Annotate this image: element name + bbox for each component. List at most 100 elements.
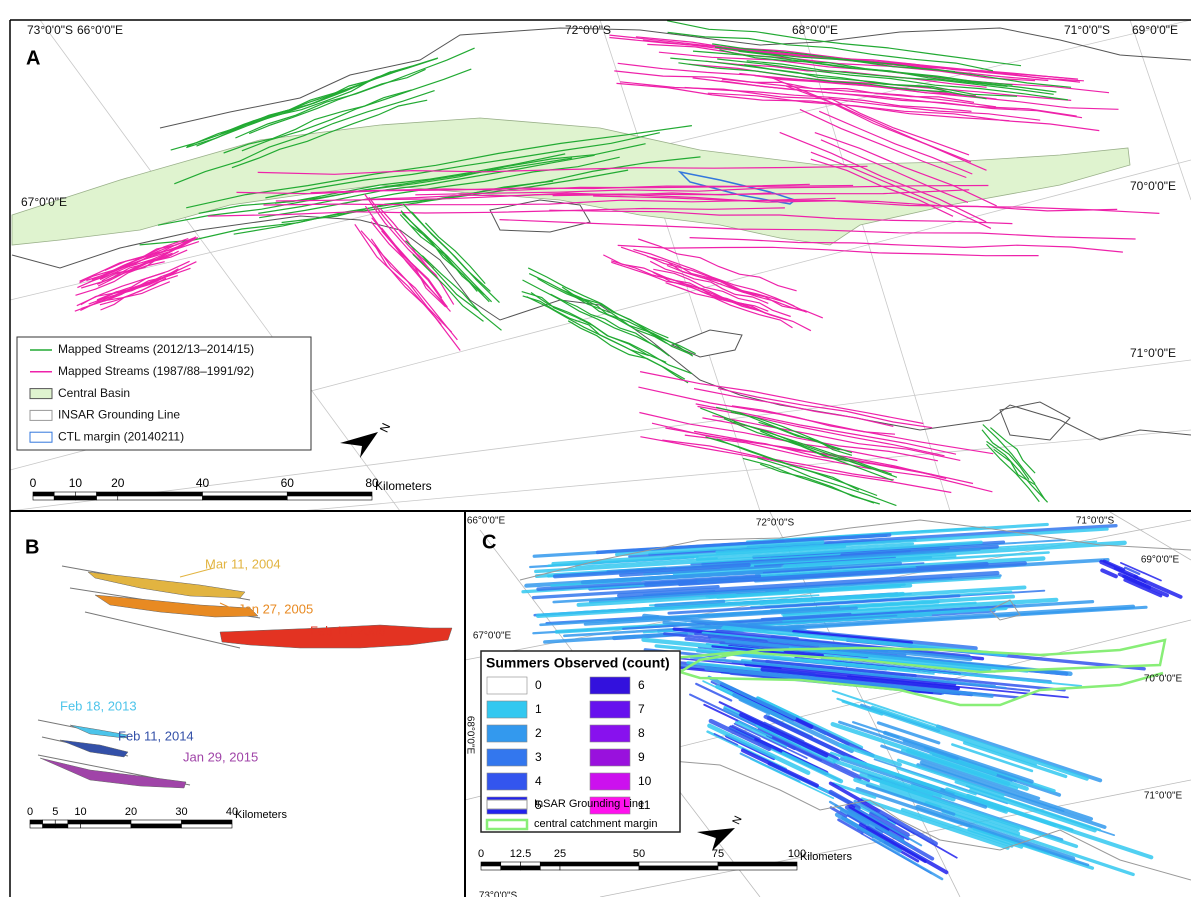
legend-label: 3	[535, 750, 542, 764]
scale-segment	[43, 820, 56, 824]
scale-segment	[55, 824, 68, 828]
scale-segment	[203, 492, 288, 496]
scale-label: 60	[281, 476, 295, 490]
scale-label: 12.5	[510, 848, 531, 860]
scale-segment	[639, 866, 718, 870]
scale-segment	[131, 824, 182, 828]
scale-segment	[182, 820, 233, 824]
scale-segment	[182, 824, 233, 828]
legend-label: INSAR Grounding Line	[58, 408, 180, 422]
scale-unit: Kilometers	[235, 809, 287, 821]
scale-label: 0	[27, 806, 33, 818]
scale-segment	[30, 820, 43, 824]
scale-segment	[43, 824, 56, 828]
coordinate-label: 69°0'0"E	[1141, 555, 1180, 566]
coordinate-label: 72°0'0"S	[565, 23, 611, 37]
scale-segment	[118, 492, 203, 496]
scale-segment	[81, 820, 132, 824]
scale-segment	[55, 820, 68, 824]
scale-segment	[560, 866, 639, 870]
date-label: Feb 11, 2006	[310, 623, 386, 638]
panel-label: A	[26, 47, 40, 69]
scale-segment	[521, 862, 541, 866]
legend-swatch	[30, 410, 52, 420]
legend-label: 4	[535, 774, 542, 788]
legend-swatch	[590, 701, 630, 718]
scale-segment	[501, 862, 521, 866]
scale-segment	[131, 820, 182, 824]
legend-swatch	[590, 677, 630, 694]
scale-segment	[30, 824, 43, 828]
scale-segment	[75, 496, 96, 500]
coordinate-label: 71°0'0"E	[1144, 791, 1183, 802]
date-label: Jan 27, 2005	[238, 601, 313, 616]
legend-swatch	[487, 800, 527, 809]
scale-segment	[81, 824, 132, 828]
coordinate-label: 66°0'0"E	[467, 516, 506, 527]
scale-label: 20	[125, 806, 137, 818]
coordinate-label: 73°0'0"S	[27, 23, 73, 37]
scale-label: 20	[111, 476, 125, 490]
legend-swatch	[590, 749, 630, 766]
scale-label: 25	[554, 848, 566, 860]
scale-label: 40	[196, 476, 210, 490]
coordinate-label: 66°0'0"E	[77, 23, 123, 37]
legend-swatch	[590, 725, 630, 742]
scale-label: 5	[52, 806, 58, 818]
scale-segment	[68, 820, 81, 824]
legend-swatch	[487, 725, 527, 742]
scale-segment	[639, 862, 718, 866]
scale-segment	[33, 492, 54, 496]
scale-segment	[718, 862, 797, 866]
legend-label: 1	[535, 702, 542, 716]
scale-segment	[203, 496, 288, 500]
coordinate-label: 68°0'0"E	[792, 23, 838, 37]
legend-label: 9	[638, 750, 645, 764]
scale-segment	[501, 866, 521, 870]
legend-label: 6	[638, 678, 645, 692]
scale-segment	[97, 492, 118, 496]
legend-label: InSAR Grounding Line	[534, 798, 644, 810]
scale-segment	[540, 862, 560, 866]
date-label: Jan 29, 2015	[183, 749, 258, 764]
legend-swatch	[590, 773, 630, 790]
legend-swatch	[487, 820, 527, 829]
scale-segment	[560, 862, 639, 866]
coordinate-label: 68°0'0"E	[464, 716, 475, 755]
legend-label: Mapped Streams (1987/88–1991/92)	[58, 364, 254, 378]
scale-label: 0	[478, 848, 484, 860]
legend-swatch	[487, 677, 527, 694]
legend-label: Central Basin	[58, 386, 130, 400]
scale-segment	[481, 862, 501, 866]
scale-label: 30	[175, 806, 187, 818]
coordinate-label: 69°0'0"E	[1132, 23, 1178, 37]
coordinate-label: 71°0'0"E	[1130, 346, 1176, 360]
scale-segment	[718, 866, 797, 870]
scale-label: 50	[633, 848, 645, 860]
date-label: Feb 18, 2013	[60, 698, 137, 713]
scale-unit: Kilometers	[800, 851, 852, 863]
legend-label: CTL margin (20140211)	[58, 429, 184, 443]
scale-segment	[481, 866, 501, 870]
panel-label: C	[482, 531, 496, 553]
scale-label: 75	[712, 848, 724, 860]
date-label: Feb 11, 2014	[118, 728, 194, 743]
legend-label: 7	[638, 702, 645, 716]
scale-unit: Kilometers	[375, 479, 432, 493]
legend-swatch	[30, 432, 52, 442]
legend-label: central catchment margin	[534, 818, 658, 830]
scale-label: 0	[30, 476, 37, 490]
coordinate-label: 70°0'0"E	[1130, 179, 1176, 193]
legend-swatch	[30, 389, 52, 399]
scale-label: 10	[69, 476, 83, 490]
scale-segment	[540, 866, 560, 870]
legend-swatch	[487, 773, 527, 790]
scale-segment	[521, 866, 541, 870]
legend-swatch	[487, 749, 527, 766]
legend-label: Mapped Streams (2012/13–2014/15)	[58, 342, 254, 356]
coordinate-label: 71°0'0"S	[1064, 23, 1110, 37]
coordinate-label: 67°0'0"E	[473, 631, 512, 642]
date-label: Mar 11, 2004	[205, 556, 281, 571]
legend-label: 8	[638, 726, 645, 740]
legend-label: 10	[638, 774, 652, 788]
